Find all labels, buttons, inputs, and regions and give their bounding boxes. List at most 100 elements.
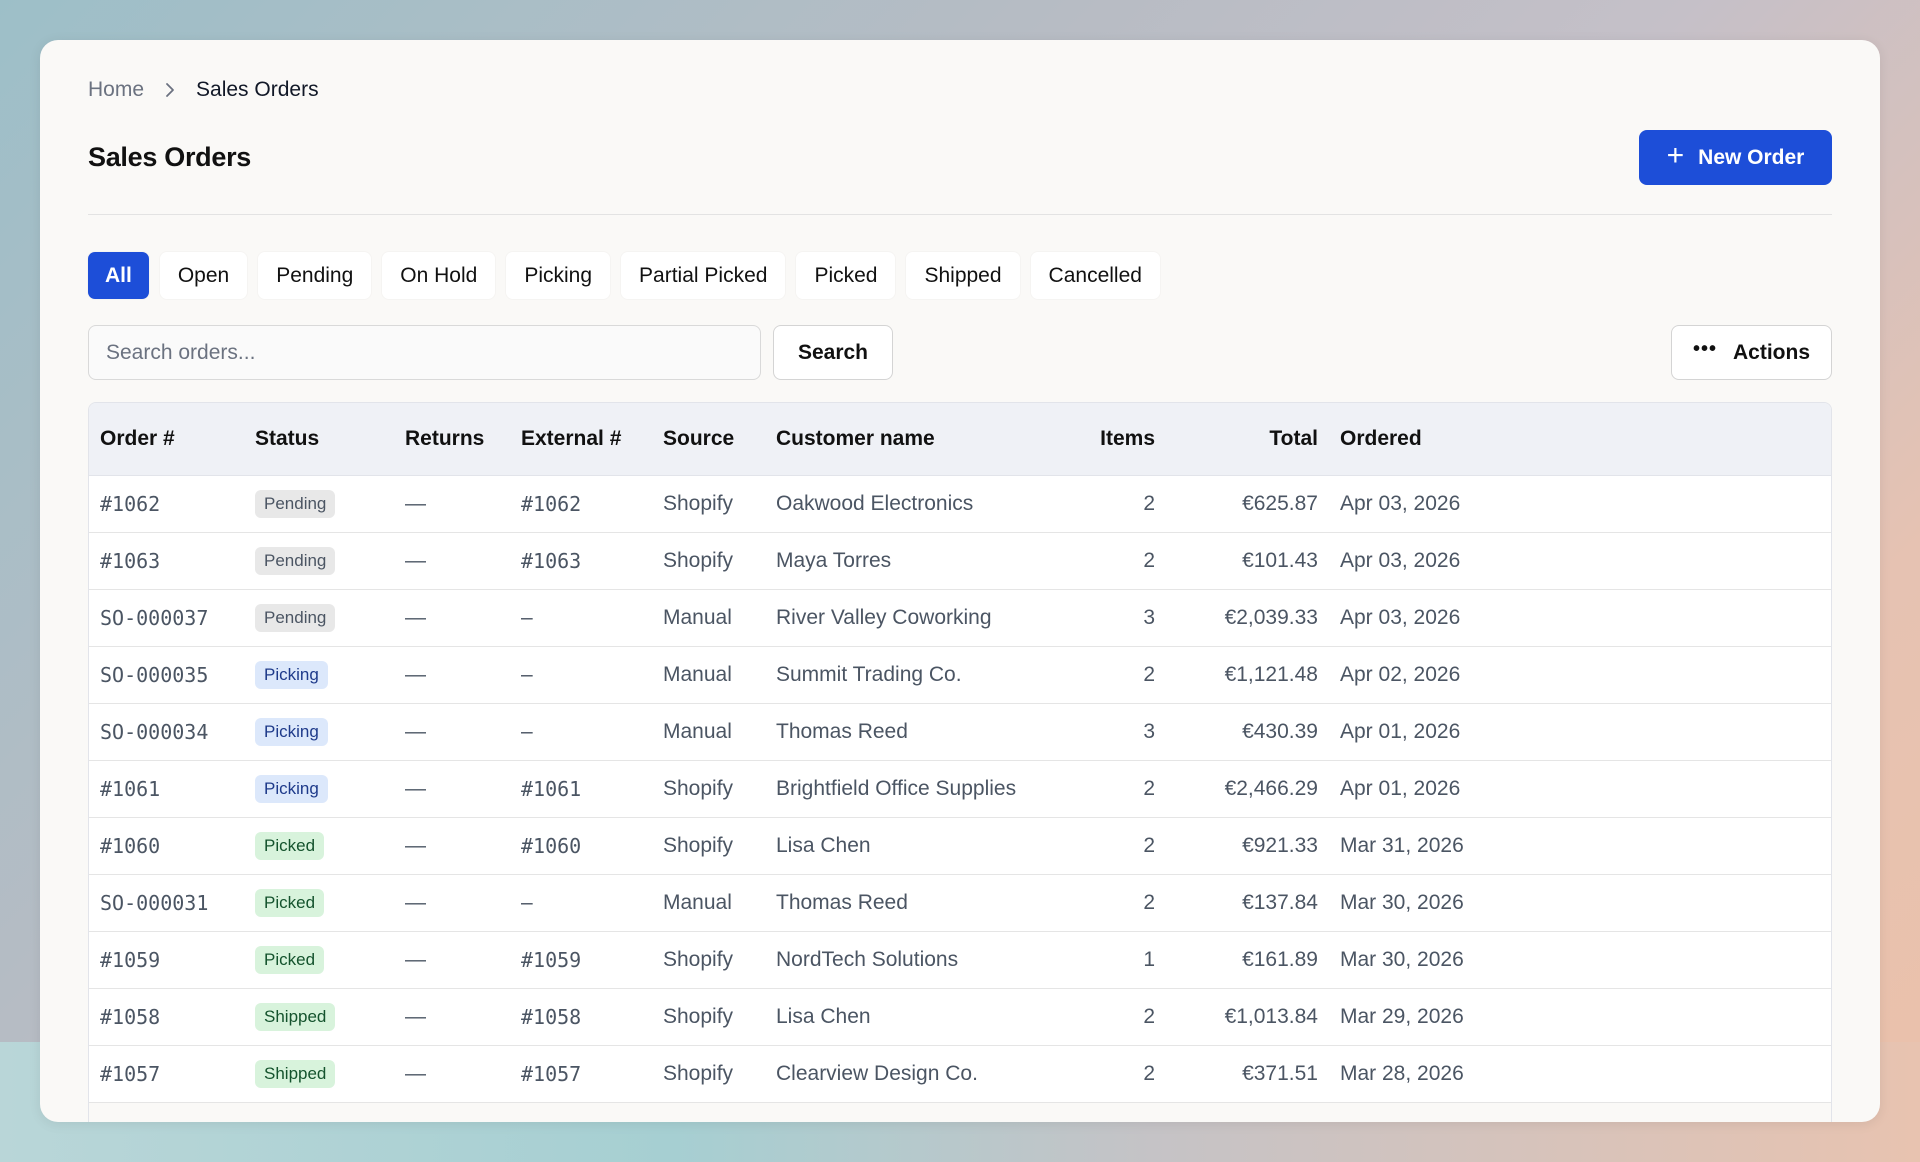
cell-ordered: Mar 31, 2026 [1340,833,1464,857]
cell-total: €2,039.33 [1224,605,1318,629]
cell-status: Pending [244,589,394,646]
cell-status: Picking [244,646,394,703]
column-header[interactable]: Total [1166,403,1329,476]
tab-picked[interactable]: Picked [796,252,896,299]
search-button[interactable]: Search [773,325,893,380]
cell-items: 3 [1143,605,1155,629]
column-header[interactable]: Items [1063,403,1166,476]
cell-status: Shipped [244,1045,394,1102]
column-header[interactable]: External # [510,403,652,476]
cell-order-number[interactable]: #1059 [100,947,161,972]
cell-source: Manual [663,719,732,743]
cell-external-number: #1063 [521,548,582,573]
cell-source: Shopify [663,491,734,515]
status-badge: Picked [255,945,325,974]
cell-source: Shopify [663,947,734,971]
cell-order-number[interactable]: #1062 [100,491,161,516]
cell-external-number: #1061 [521,776,582,801]
column-header[interactable]: Status [244,403,394,476]
orders-table: Order # Status Returns External # Source Cust… [88,402,1832,1122]
cell-order-number[interactable]: #1061 [100,776,161,801]
cell-ordered: Apr 03, 2026 [1340,605,1461,629]
actions-button[interactable]: ••• Actions [1671,325,1832,380]
cell-ordered: Mar 29, 2026 [1340,1004,1464,1028]
cell-status: Shipped [244,988,394,1045]
actions-label: Actions [1733,340,1811,364]
cell-order-number[interactable]: #1058 [100,1004,161,1029]
table-header-row: Order # Status Returns External # Source Cust… [89,403,1831,476]
status-tabs: All Open Pending On Hold Picking Partial Pick… [88,252,1160,299]
search-input[interactable] [88,325,761,380]
table-row[interactable]: SO-000037 Pending — – Manual River Valley Cow… [89,589,1831,646]
cell-ordered: Apr 03, 2026 [1340,491,1461,515]
cell-total: €161.89 [1242,947,1318,971]
cell-returns: — [405,776,426,800]
cell-external-number: #1059 [521,947,582,972]
table-row[interactable]: SO-000034 Picking — – Manual Thomas Reed 3 €430… [89,703,1831,760]
status-badge: Pending [255,603,336,632]
chevron-right-icon [164,82,176,98]
cell-status: Picking [244,760,394,817]
cell-order-number[interactable]: SO-000034 [100,719,209,744]
table-row[interactable]: #1057 Shipped — #1057 Shopify Clearview Desig… [89,1045,1831,1102]
column-header[interactable]: Order # [89,403,244,476]
new-order-button[interactable]: + New Order [1639,130,1832,185]
tab-open[interactable]: Open [159,252,248,299]
cell-order-number[interactable]: SO-000037 [100,605,209,630]
cell-status: Picked [244,874,394,931]
cell-order-number[interactable]: SO-000031 [100,890,209,915]
cell-items: 3 [1143,719,1155,743]
cell-order-number[interactable]: SO-000035 [100,662,209,687]
status-badge: Shipped [255,1002,336,1031]
tab-pending[interactable]: Pending [258,252,372,299]
cell-total: €921.33 [1242,833,1318,857]
cell-external-number: – [521,890,533,914]
tab-cancelled[interactable]: Cancelled [1030,252,1160,299]
table-row[interactable]: #1062 Pending — #1062 Shopify Oakwood Electro… [89,475,1831,532]
cell-returns: — [405,548,426,572]
breadcrumb: Home Sales Orders [88,78,319,102]
cell-order-number[interactable]: #1057 [100,1061,161,1086]
cell-items: 2 [1143,833,1155,857]
table-row[interactable]: #1058 Shipped — #1058 Shopify Lisa Chen 2 €1,01… [89,988,1831,1045]
tab-shipped[interactable]: Shipped [906,252,1020,299]
page-title: Sales Orders [88,142,252,172]
cell-total: €625.87 [1242,491,1318,515]
breadcrumb-home[interactable]: Home [88,78,145,101]
cell-order-number[interactable]: #1063 [100,548,161,573]
status-badge: Picked [255,888,325,917]
table-row[interactable]: #1060 Picked — #1060 Shopify Lisa Chen 2 €921.3… [89,817,1831,874]
tab-on-hold[interactable]: On Hold [382,252,496,299]
column-header[interactable]: Returns [394,403,510,476]
cell-source: Manual [663,890,732,914]
cell-total: €1,013.84 [1224,1004,1318,1028]
column-header[interactable]: Customer name [765,403,1063,476]
cell-returns: — [405,1004,426,1028]
cell-order-number[interactable]: #1060 [100,833,161,858]
cell-ordered: Apr 03, 2026 [1340,548,1461,572]
cell-returns: — [405,491,426,515]
table-row[interactable]: #1061 Picking — #1061 Shopify Brightfield Off… [89,760,1831,817]
cell-status: Picking [244,703,394,760]
cell-customer-name: Thomas Reed [776,890,908,914]
cell-external-number: – [521,719,533,743]
table-row[interactable]: #1059 Picked — #1059 Shopify NordTech Solutio… [89,931,1831,988]
tab-picking[interactable]: Picking [506,252,611,299]
cell-external-number: #1060 [521,833,582,858]
column-header[interactable]: Ordered [1329,403,1831,476]
status-badge: Shipped [255,1059,336,1088]
cell-items: 2 [1143,548,1155,572]
cell-source: Shopify [663,833,734,857]
cell-external-number: – [521,605,533,629]
table-row[interactable]: SO-000031 Picked — – Manual Thomas Reed 2 €137.… [89,874,1831,931]
tab-partial-picked[interactable]: Partial Picked [621,252,786,299]
cell-items: 2 [1143,1004,1155,1028]
cell-external-number: #1058 [521,1004,582,1029]
cell-items: 2 [1143,1061,1155,1085]
table-row[interactable]: #1063 Pending — #1063 Shopify Maya Torres 2 €10… [89,532,1831,589]
tab-all[interactable]: All [88,252,149,299]
table-row[interactable]: SO-000035 Picking — – Manual Summit Trading C… [89,646,1831,703]
column-header[interactable]: Source [652,403,765,476]
cell-total: €371.51 [1242,1061,1318,1085]
cell-external-number: – [521,662,533,686]
